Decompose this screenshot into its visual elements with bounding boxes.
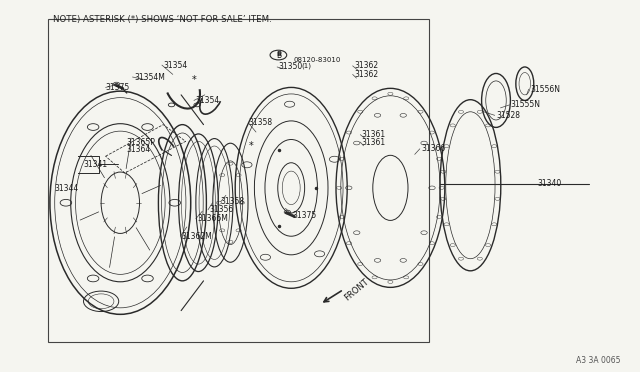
Text: A3 3A 0065: A3 3A 0065: [576, 356, 621, 365]
Text: 31364: 31364: [127, 145, 151, 154]
Text: 31362: 31362: [354, 70, 378, 79]
Text: 31361: 31361: [362, 130, 386, 139]
Text: 31375: 31375: [106, 83, 130, 92]
Text: 31361: 31361: [362, 138, 386, 147]
Text: 31556N: 31556N: [530, 85, 560, 94]
Text: (1): (1): [301, 63, 312, 70]
Text: 31358: 31358: [248, 118, 273, 127]
Text: *: *: [248, 141, 253, 151]
Text: *: *: [192, 76, 196, 85]
Text: 31555N: 31555N: [511, 100, 541, 109]
Text: 31366: 31366: [421, 144, 445, 153]
Text: 31362M: 31362M: [182, 232, 212, 241]
Bar: [48, 19, 429, 342]
Text: B: B: [276, 51, 282, 60]
Text: 31366M: 31366M: [197, 214, 228, 223]
Text: 31354: 31354: [163, 61, 188, 70]
Text: 31375: 31375: [292, 211, 317, 219]
Text: B: B: [276, 52, 281, 57]
Text: 31354M: 31354M: [134, 73, 165, 81]
Text: 31528: 31528: [496, 111, 520, 120]
Text: 31362: 31362: [354, 61, 378, 70]
Text: FRONT: FRONT: [343, 278, 371, 303]
Text: 08120-83010: 08120-83010: [293, 57, 340, 62]
Text: 31354: 31354: [195, 96, 220, 105]
Text: 31344: 31344: [54, 184, 79, 193]
Text: 31340: 31340: [538, 179, 562, 188]
Text: 31365P: 31365P: [127, 138, 156, 147]
Text: 31341: 31341: [83, 160, 108, 169]
Text: 31350: 31350: [278, 62, 303, 71]
Text: 31356: 31356: [209, 205, 234, 214]
Text: 31358: 31358: [221, 197, 245, 206]
Text: NOTE) ASTERISK (*) SHOWS ‘NOT FOR SALE’ ITEM.: NOTE) ASTERISK (*) SHOWS ‘NOT FOR SALE’ …: [53, 15, 272, 23]
